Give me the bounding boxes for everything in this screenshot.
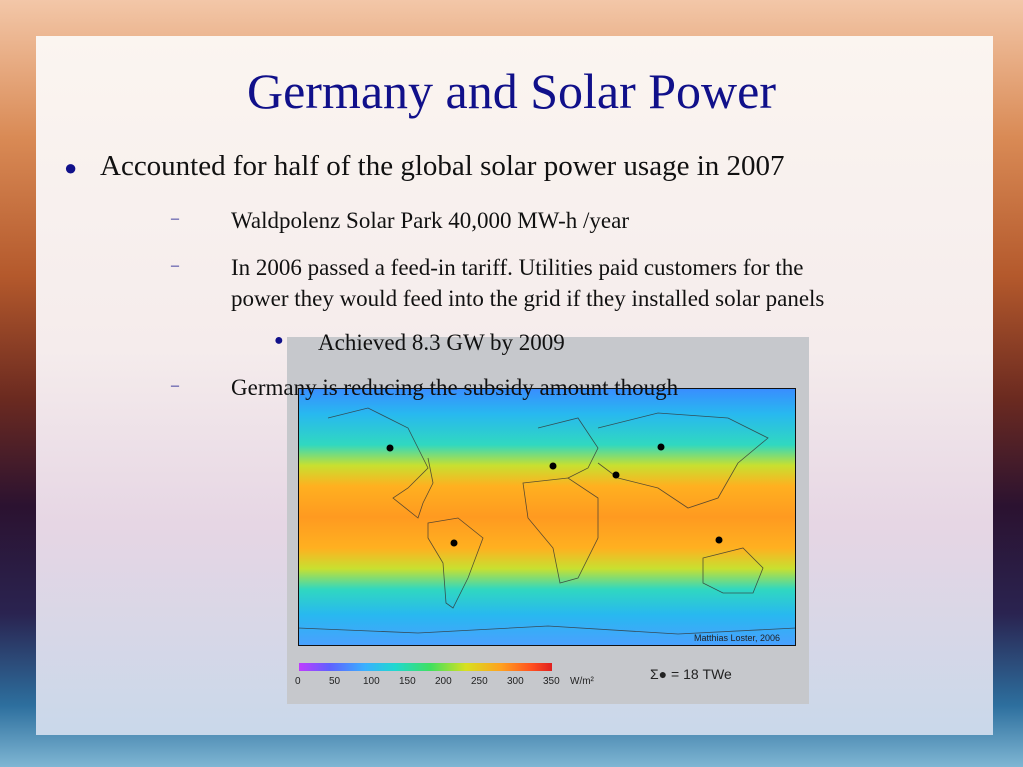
world-irradiance-map [298, 388, 796, 646]
dash-icon: – [171, 210, 179, 227]
bullet-dot-icon: ● [64, 155, 78, 180]
tick-label: 50 [329, 676, 341, 687]
slide-title: Germany and Solar Power [246, 63, 777, 119]
dash-icon: – [171, 377, 179, 394]
tick-label: 150 [399, 676, 416, 687]
tick-label: 200 [435, 676, 452, 687]
sub-bullet-1-text: Waldpolenz Solar Park 40,000 MW-h /year [231, 208, 629, 233]
sub-sub-bullet: ● Achieved 8.3 GW by 2009 [274, 330, 565, 356]
unit-label: W/m² [570, 676, 594, 687]
tick-label: 250 [471, 676, 488, 687]
dash-icon: – [171, 257, 179, 274]
solar-irradiance-map-figure: Matthias Loster, 2006 0 50 100 150 200 2… [287, 337, 809, 704]
bullet-main-text: Accounted for half of the global solar p… [100, 150, 785, 182]
tick-label: 0 [295, 676, 301, 687]
sub-bullet-2: – In 2006 passed a feed-in tariff. Utili… [171, 252, 825, 314]
bullet-dot-icon: ● [274, 332, 284, 349]
map-credit: Matthias Loster, 2006 [694, 633, 781, 643]
sub-bullet-2-line1: In 2006 passed a feed-in tariff. Utiliti… [231, 255, 804, 280]
sub-bullet-3: – Germany is reducing the subsidy amount… [171, 372, 679, 403]
sub-bullet-3-text: Germany is reducing the subsidy amount t… [231, 375, 679, 400]
sub-sub-bullet-text: Achieved 8.3 GW by 2009 [318, 330, 565, 355]
sub-bullet-2-line2: power they would feed into the grid if t… [231, 286, 825, 311]
tick-label: 300 [507, 676, 524, 687]
sub-bullet-1: – Waldpolenz Solar Park 40,000 MW-h /yea… [171, 205, 629, 236]
irradiance-color-scale [299, 663, 552, 671]
sigma-total-label: Σ● = 18 TWe [650, 666, 732, 682]
tick-label: 100 [363, 676, 380, 687]
tick-label: 350 [543, 676, 560, 687]
